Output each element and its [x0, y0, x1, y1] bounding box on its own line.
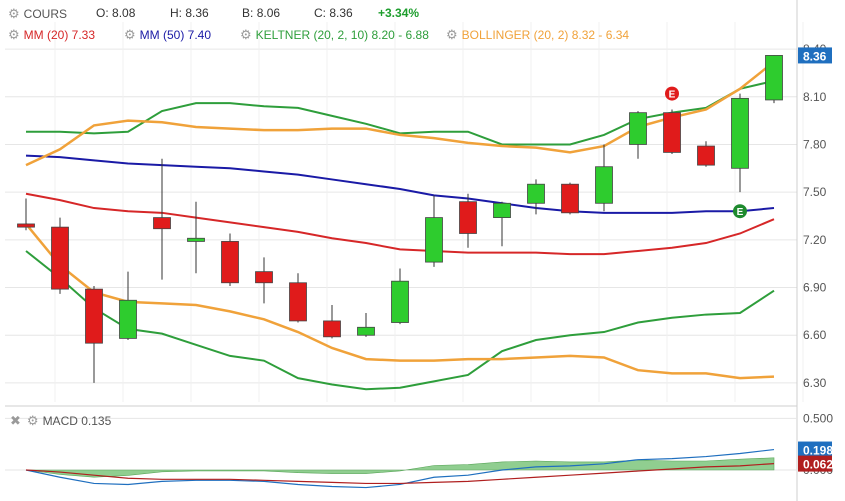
y-tick-label: 8.10 — [803, 90, 827, 104]
candle[interactable] — [663, 112, 681, 153]
event-markers[interactable]: EE — [665, 86, 747, 219]
close-icon[interactable]: ✖ — [10, 413, 21, 428]
macd-badge-label: 0.062 — [803, 458, 833, 472]
candle[interactable] — [561, 183, 579, 214]
gear-icon[interactable]: ⚙ — [446, 27, 458, 42]
series-line — [26, 79, 775, 146]
candle[interactable] — [391, 280, 409, 323]
y-tick-label: 6.30 — [803, 376, 827, 390]
candle[interactable] — [255, 271, 273, 284]
candle[interactable] — [17, 223, 35, 228]
cours-group[interactable]: ⚙ COURS — [8, 6, 67, 22]
series-line — [25, 250, 775, 391]
candle[interactable] — [731, 97, 749, 169]
y-tick-label: 6.60 — [803, 328, 827, 342]
indicator-mm50[interactable]: ⚙ MM (50) 7.40 — [124, 27, 212, 42]
macd-panel — [5, 417, 797, 489]
price-badge-label: 8.36 — [803, 49, 827, 63]
candle[interactable] — [493, 202, 511, 218]
macd-line — [25, 448, 775, 489]
candle[interactable] — [85, 288, 103, 344]
macd-tick-label: 0.500 — [803, 411, 833, 425]
cours-label: COURS — [23, 7, 67, 21]
candle[interactable] — [187, 237, 205, 242]
low-value: B: 8.06 — [242, 6, 281, 20]
candle[interactable] — [765, 55, 783, 101]
event-marker[interactable] — [733, 204, 747, 219]
macd-histogram — [25, 457, 775, 478]
macd-controls[interactable]: ✖ ⚙ MACD 0.135 — [10, 413, 112, 428]
event-marker-label: E — [737, 207, 744, 218]
open-value: O: 8.08 — [96, 6, 136, 20]
price-badge — [798, 47, 832, 64]
close-value: C: 8.36 — [314, 6, 353, 20]
candle[interactable] — [119, 299, 137, 339]
y-tick-label: 7.50 — [803, 185, 827, 199]
y-tick-label: 6.90 — [803, 281, 827, 295]
y-tick-label: 7.80 — [803, 137, 827, 151]
macd-badge — [798, 455, 832, 472]
indicator-mm20[interactable]: ⚙ MM (20) 7.33 — [8, 27, 96, 42]
macd-badge — [798, 441, 832, 458]
event-marker[interactable] — [665, 86, 679, 101]
event-marker-label: E — [669, 90, 676, 101]
gear-icon[interactable]: ⚙ — [26, 413, 39, 428]
candle[interactable] — [357, 326, 375, 336]
series-line — [25, 192, 775, 256]
candle[interactable] — [595, 166, 613, 204]
change-percent: +3.34% — [378, 6, 420, 20]
candles[interactable] — [17, 55, 783, 383]
gear-icon[interactable]: ⚙ — [240, 27, 252, 42]
series-line — [25, 223, 775, 380]
indicator-keltner[interactable]: ⚙ KELTNER (20, 2, 10) 8.20 - 6.88 — [240, 27, 429, 42]
candle[interactable] — [289, 282, 307, 322]
candle[interactable] — [629, 112, 647, 145]
gear-icon[interactable]: ⚙ — [8, 6, 20, 21]
candle[interactable] — [323, 320, 341, 338]
series-line — [25, 154, 775, 214]
macd-line — [25, 462, 775, 485]
candle[interactable] — [153, 217, 171, 230]
candle[interactable] — [51, 226, 69, 290]
candle[interactable] — [697, 145, 715, 166]
candle[interactable] — [527, 183, 545, 204]
high-value: H: 8.36 — [170, 6, 209, 20]
series-line — [25, 60, 775, 167]
candle[interactable] — [221, 241, 239, 284]
candle[interactable] — [425, 217, 443, 263]
indicator-lines — [25, 60, 775, 391]
macd-badge-label: 0.198 — [803, 444, 833, 458]
y-tick-label: 7.20 — [803, 233, 827, 247]
indicator-bollinger[interactable]: ⚙ BOLLINGER (20, 2) 8.32 - 6.34 — [446, 27, 630, 42]
gear-icon[interactable]: ⚙ — [8, 27, 20, 42]
y-axis: 6.306.606.907.207.507.808.108.408.360.50… — [798, 42, 833, 477]
candle[interactable] — [459, 201, 477, 234]
gear-icon[interactable]: ⚙ — [124, 27, 136, 42]
